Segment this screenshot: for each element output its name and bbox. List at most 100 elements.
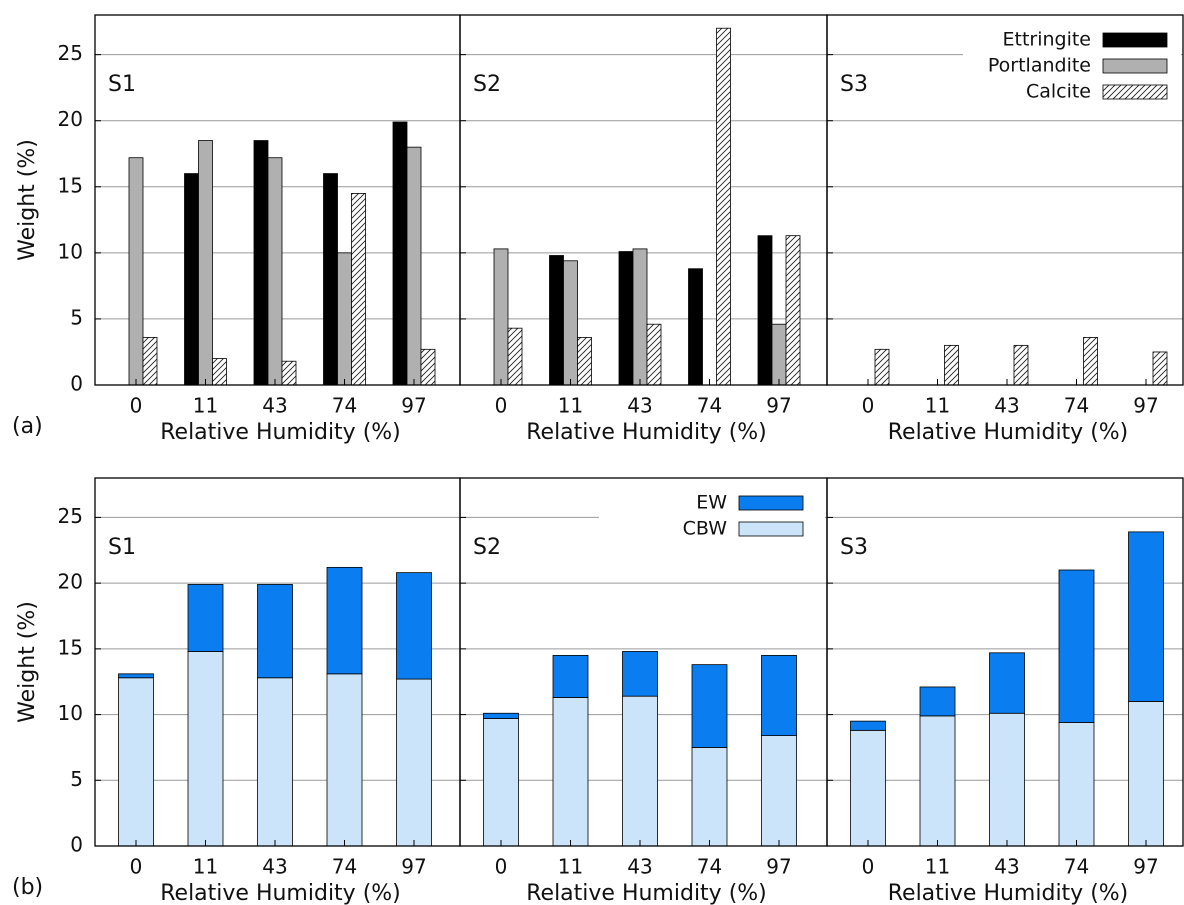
bar-segment: [989, 652, 1025, 714]
bar-segment: [761, 655, 797, 737]
bar-segment: [622, 651, 658, 697]
legend-label: Portlandite: [988, 55, 1091, 77]
bar-segment: [118, 673, 154, 679]
x-tick-label: 74: [332, 394, 357, 418]
bar: [406, 146, 422, 386]
legend-swatch: [1102, 32, 1168, 48]
bar: [785, 235, 801, 386]
bar-segment: [761, 735, 797, 847]
x-tick-label: 43: [627, 855, 652, 879]
bar: [392, 121, 408, 386]
x-tick-label: 97: [1133, 394, 1158, 418]
x-axis-label: Relative Humidity (%): [526, 881, 767, 905]
bar: [646, 323, 662, 386]
bar-segment: [1128, 701, 1164, 847]
bar-segment: [396, 678, 432, 847]
bar: [716, 27, 731, 386]
x-tick-label: 97: [766, 855, 791, 879]
x-tick-label: 43: [262, 855, 287, 879]
x-tick-label: 74: [1064, 394, 1089, 418]
x-tick-label: 11: [193, 855, 218, 879]
y-tick-label: 20: [58, 107, 83, 131]
bar-segment: [187, 651, 224, 847]
bar-segment: [1058, 722, 1095, 847]
y-tick-label: 25: [58, 504, 83, 528]
panel-annotation: S3: [840, 535, 868, 560]
bar: [493, 248, 509, 386]
x-tick-label: 43: [994, 394, 1019, 418]
legend-swatch: [1102, 84, 1168, 100]
x-tick-label: 74: [697, 394, 722, 418]
bar: [688, 268, 703, 386]
bar: [1152, 351, 1168, 386]
bar-segment: [1058, 569, 1095, 723]
bar-segment: [989, 712, 1025, 847]
bar-segment: [919, 686, 956, 717]
panel-annotation: S2: [473, 72, 501, 97]
legend-label: Ettringite: [1002, 29, 1091, 51]
bar-segment: [850, 720, 886, 731]
bar-segment: [396, 572, 432, 680]
bar: [253, 140, 269, 386]
x-tick-label: 11: [193, 394, 218, 418]
bar-segment: [483, 712, 519, 719]
bar-segment: [552, 655, 589, 698]
y-tick-label: 10: [58, 701, 83, 725]
bar-segment: [187, 584, 224, 652]
panel-annotation: S2: [473, 535, 501, 560]
bar-segment: [257, 584, 293, 679]
legend-swatch: [1102, 58, 1168, 74]
bar: [563, 260, 578, 386]
legend-swatch: [738, 495, 804, 511]
bar: [1083, 337, 1098, 386]
bar: [281, 360, 297, 386]
bar-segment: [622, 695, 658, 847]
y-tick-label: 20: [58, 570, 83, 594]
y-tick-label: 0: [70, 833, 83, 857]
x-axis-label: Relative Humidity (%): [526, 420, 767, 445]
bar: [198, 140, 213, 386]
x-tick-label: 0: [495, 855, 508, 879]
y-tick-label: 15: [58, 635, 83, 659]
bar: [944, 344, 959, 386]
y-axis-label: Weight (%): [15, 601, 40, 723]
bar: [757, 235, 773, 386]
x-tick-label: 0: [495, 394, 508, 418]
y-tick-label: 10: [58, 239, 83, 263]
x-axis-label: Relative Humidity (%): [888, 881, 1129, 905]
y-tick-label: 5: [70, 305, 83, 329]
x-tick-label: 97: [1133, 855, 1158, 879]
bar-segment: [691, 664, 728, 748]
bar-segment: [691, 747, 728, 847]
panel-frame: [826, 14, 1184, 386]
bar-segment: [552, 697, 589, 847]
bar-segment: [326, 673, 363, 847]
x-tick-label: 43: [994, 855, 1019, 879]
legend: Ettringite Portlandite Calcite: [963, 25, 1181, 107]
x-tick-label: 11: [558, 394, 583, 418]
bar: [212, 358, 227, 386]
y-tick-label: 0: [70, 372, 83, 396]
panel-label: (a): [12, 414, 43, 439]
x-tick-label: 43: [627, 394, 652, 418]
bar: [420, 348, 436, 386]
x-axis-label: Relative Humidity (%): [160, 881, 401, 905]
panel-annotation: S1: [108, 535, 136, 560]
bar: [874, 348, 890, 386]
legend-label: EW: [696, 492, 727, 514]
bar: [323, 173, 338, 386]
x-tick-label: 0: [130, 855, 143, 879]
legend-label: Calcite: [1026, 81, 1091, 103]
bar-segment: [850, 729, 886, 847]
bar-segment: [1128, 531, 1164, 702]
x-tick-label: 11: [925, 394, 950, 418]
bar: [632, 248, 648, 386]
y-tick-label: 5: [70, 767, 83, 791]
bar: [618, 251, 634, 386]
x-tick-label: 11: [925, 855, 950, 879]
x-tick-label: 0: [862, 855, 875, 879]
bar: [267, 157, 283, 386]
x-tick-label: 0: [130, 394, 143, 418]
